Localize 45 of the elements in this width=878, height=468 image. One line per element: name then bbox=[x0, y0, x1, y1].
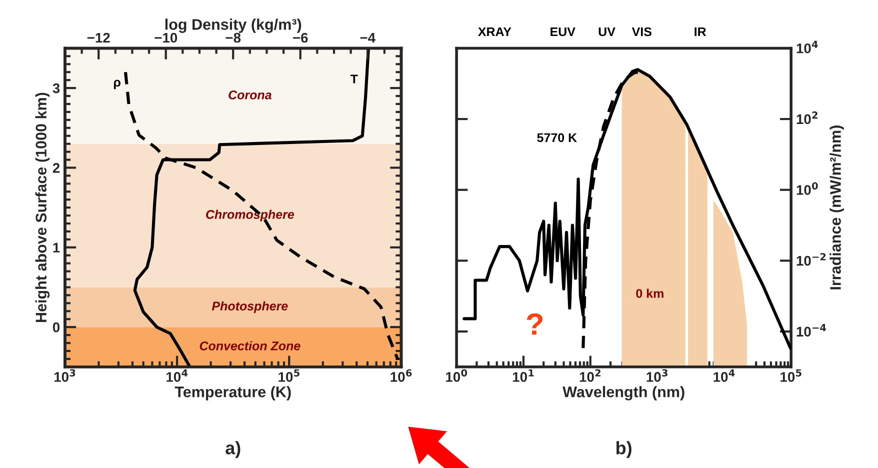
y-tick-label: 10$^{−2}$ bbox=[796, 253, 826, 266]
x-tick-label: 10$^{1}$ bbox=[512, 369, 534, 382]
y-tick-label: 0 bbox=[52, 322, 60, 332]
y-tick-label: 10$^{2}$ bbox=[796, 111, 818, 124]
y-tick-label: 10$^{4}$ bbox=[796, 40, 818, 54]
x-tick-label: 10$^{4}$ bbox=[166, 369, 188, 382]
text: IR bbox=[694, 27, 706, 36]
band-label: Photosphere bbox=[212, 301, 288, 313]
band-label: Chromosphere bbox=[206, 210, 294, 222]
y-axis-title: Height above Surface (1000 km) bbox=[35, 92, 50, 322]
x-tick-label: 10$^{3}$ bbox=[54, 369, 76, 382]
series-label: 5770 K bbox=[537, 133, 577, 142]
series-label: ρ bbox=[114, 80, 120, 90]
x-tick-label: 10$^{5}$ bbox=[780, 369, 802, 382]
x-tick-label: 10$^{5}$ bbox=[278, 369, 300, 382]
y-tick-label: 1 bbox=[53, 242, 60, 252]
y-tick-label: 10$^{−4}$ bbox=[796, 324, 826, 337]
text: XRAY bbox=[478, 27, 512, 36]
y-axis-title: Irradiance (mW/m²/nm) bbox=[830, 126, 844, 290]
x2-tick-label: −6 bbox=[293, 32, 308, 43]
series-label: 0 km bbox=[636, 288, 664, 298]
x-axis-title: Wavelength (nm) bbox=[562, 386, 684, 400]
text: VIS bbox=[632, 27, 652, 36]
y-tick-label: 2 bbox=[52, 163, 60, 173]
x-tick-label: 10$^{2}$ bbox=[580, 369, 600, 382]
x-tick-label: 10$^{4}$ bbox=[714, 369, 735, 382]
x2-tick-label: −8 bbox=[226, 32, 241, 43]
band-label: Convection Zone bbox=[200, 341, 300, 350]
text: b) bbox=[616, 441, 632, 458]
y-tick-label: 3 bbox=[52, 83, 60, 94]
text: EUV bbox=[550, 27, 576, 36]
x2-tick-label: −12 bbox=[87, 32, 110, 43]
x-tick-label: 10$^{3}$ bbox=[646, 369, 668, 382]
x2-tick-label: −10 bbox=[154, 32, 178, 43]
band-label: Corona bbox=[228, 90, 272, 100]
x-axis-title: Temperature (K) bbox=[174, 386, 291, 400]
y-tick-label: 10$^{0}$ bbox=[796, 182, 818, 195]
x-tick-label: 10$^{6}$ bbox=[390, 369, 412, 382]
text: a) bbox=[226, 441, 240, 458]
x2-tick-label: −4 bbox=[360, 32, 376, 43]
annotation: ? bbox=[526, 313, 542, 335]
x2-axis-title: log Density (kg/m³) bbox=[165, 18, 302, 33]
text: UV bbox=[598, 27, 616, 36]
series-label: T bbox=[350, 74, 358, 84]
x-tick-label: 10$^{0}$ bbox=[446, 369, 468, 382]
